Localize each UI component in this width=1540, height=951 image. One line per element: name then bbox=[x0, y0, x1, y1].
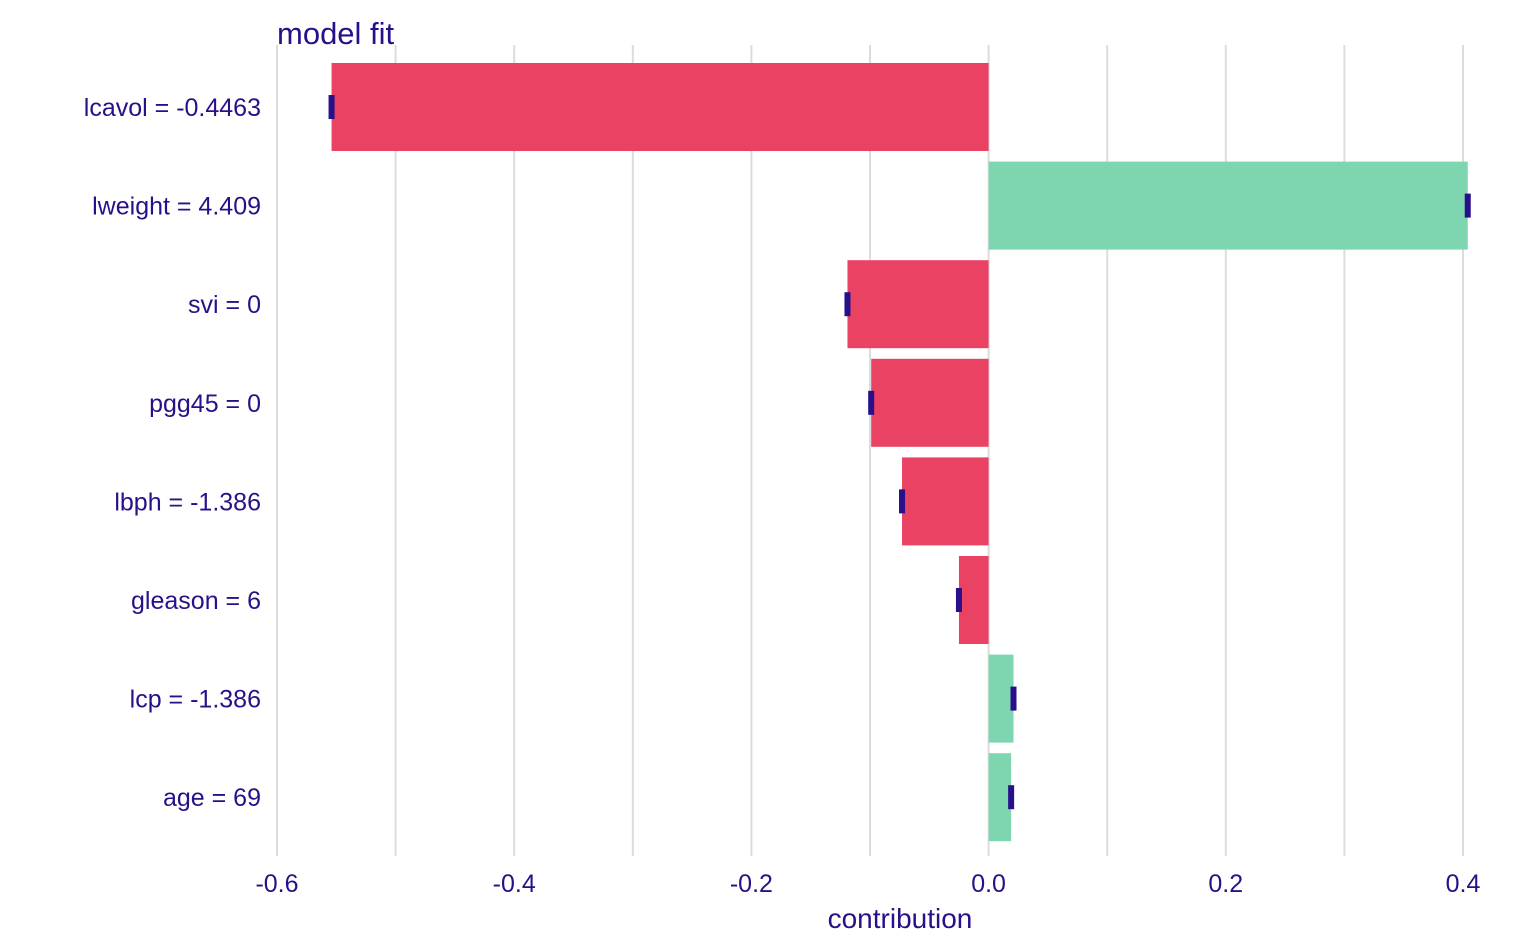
value-marker bbox=[868, 390, 875, 415]
category-label: lweight = 4.409 bbox=[92, 193, 261, 221]
x-axis-label: contribution bbox=[828, 903, 973, 934]
bar bbox=[988, 161, 1468, 250]
bar bbox=[847, 260, 989, 349]
chart-title: model fit bbox=[277, 16, 395, 51]
category-labels: lcavol = -0.4463 lweight = 4.409 svi = 0 pg… bbox=[84, 94, 261, 812]
x-tick-label: 0.4 bbox=[1446, 870, 1481, 898]
category-label: pgg45 = 0 bbox=[149, 390, 261, 418]
bar bbox=[958, 556, 989, 644]
value-marker bbox=[899, 489, 906, 514]
bar bbox=[988, 753, 1012, 842]
x-tick-label: -0.6 bbox=[255, 870, 298, 898]
x-tick-labels: -0.6 -0.4 -0.2 0.0 0.2 0.4 bbox=[255, 870, 1480, 898]
x-tick-label: 0.2 bbox=[1208, 870, 1243, 898]
value-marker bbox=[1464, 193, 1471, 218]
x-tick-label: -0.2 bbox=[730, 870, 773, 898]
category-label: gleason = 6 bbox=[131, 587, 261, 615]
bar bbox=[871, 358, 989, 447]
category-label: lbph = -1.386 bbox=[114, 488, 261, 516]
category-label: lcavol = -0.4463 bbox=[84, 94, 261, 122]
value-marker bbox=[328, 95, 335, 119]
markers-layer bbox=[328, 95, 1471, 810]
x-tick-label: 0.0 bbox=[971, 870, 1006, 898]
category-label: lcp = -1.386 bbox=[130, 686, 261, 714]
value-marker bbox=[1010, 686, 1017, 711]
x-tick-label: -0.4 bbox=[493, 870, 536, 898]
category-label: age = 69 bbox=[163, 784, 261, 812]
bar bbox=[988, 654, 1014, 743]
value-marker bbox=[955, 588, 962, 612]
category-label: svi = 0 bbox=[188, 291, 261, 319]
bars-layer bbox=[331, 63, 1468, 842]
bar bbox=[902, 457, 989, 546]
value-marker bbox=[1008, 785, 1015, 810]
value-marker bbox=[844, 292, 851, 317]
bar bbox=[331, 63, 989, 151]
